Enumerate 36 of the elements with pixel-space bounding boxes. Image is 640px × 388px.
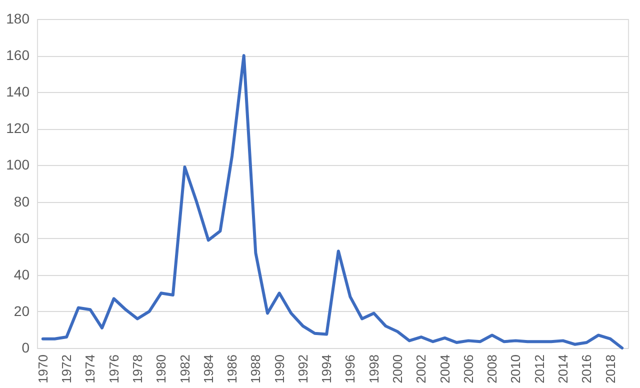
- x-tick-label: 2008: [484, 354, 500, 384]
- x-tick-label: 2004: [437, 354, 452, 384]
- x-tick-label: 2012: [532, 354, 547, 384]
- y-tick-label: 180: [6, 10, 30, 26]
- x-tick-label: 1996: [342, 354, 358, 384]
- x-tick-label: 1976: [106, 354, 122, 384]
- y-tick-label: 100: [6, 156, 30, 173]
- y-tick-label: 140: [6, 84, 30, 100]
- x-tick-label: 1998: [366, 354, 382, 384]
- x-tick-label: 2000: [390, 354, 406, 384]
- x-tick-label: 2010: [508, 354, 524, 384]
- y-tick-label: 120: [6, 120, 30, 136]
- x-tick-label: 2018: [602, 354, 618, 384]
- y-tick-label: 60: [14, 230, 30, 246]
- y-tick-label: 80: [14, 193, 30, 210]
- x-tick-label: 2016: [579, 354, 594, 384]
- y-tick-label: 40: [14, 266, 30, 282]
- x-tick-label: 1972: [59, 354, 74, 384]
- y-tick-label: 160: [6, 47, 30, 64]
- x-tick-label: 1970: [35, 354, 50, 384]
- x-tick-label: 1990: [272, 354, 287, 384]
- x-tick-label: 1992: [295, 354, 310, 384]
- x-tick-label: 1988: [248, 354, 264, 384]
- x-tick-label: 1974: [82, 354, 98, 384]
- x-tick-label: 1986: [224, 354, 240, 384]
- x-tick-label: 2002: [414, 354, 429, 384]
- x-tick-label: 1994: [319, 354, 334, 384]
- x-tick-label: 2006: [460, 354, 476, 384]
- x-tick-label: 1982: [177, 354, 192, 384]
- y-tick-label: 0: [22, 340, 30, 356]
- x-tick-label: 2014: [555, 354, 570, 384]
- y-tick-label: 20: [14, 302, 30, 319]
- line-series: [41, 54, 624, 350]
- x-tick-label: 1978: [130, 354, 145, 384]
- x-tick-label: 1980: [154, 354, 169, 384]
- x-tick-label: 1984: [200, 354, 216, 384]
